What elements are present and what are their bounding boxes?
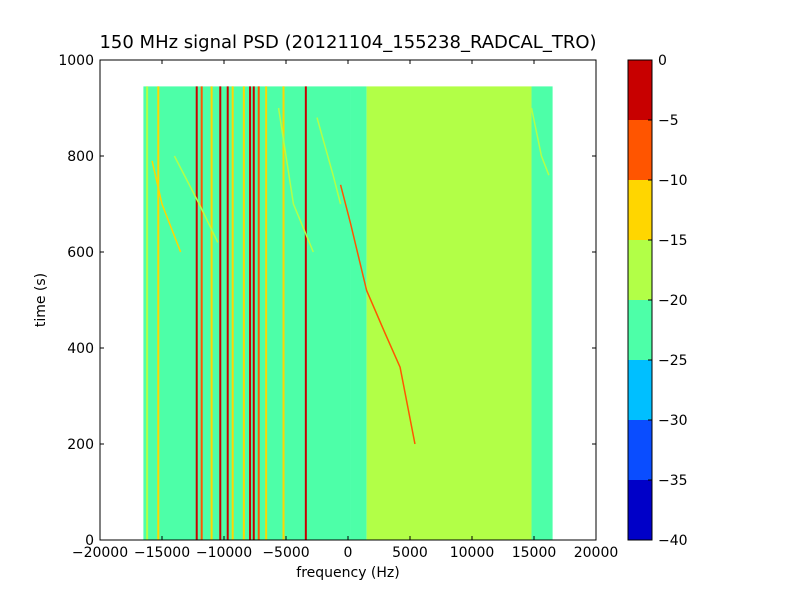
- colorbar-level: [628, 180, 652, 240]
- colorbar-level: [628, 60, 652, 120]
- y-tick-label: 200: [67, 437, 94, 453]
- chart-title: 150 MHz signal PSD (20121104_155238_RADC…: [99, 32, 596, 53]
- colorbar-tick-label: −15: [658, 233, 688, 249]
- x-tick-label: −10000: [196, 545, 252, 561]
- drifting-trace: [173, 155, 219, 243]
- drifting-trace: [530, 107, 550, 176]
- x-tick-label: 20000: [574, 545, 619, 561]
- x-tick-label: 5000: [392, 545, 428, 561]
- y-tick-label: 800: [67, 149, 94, 165]
- x-tick-label: −5000: [262, 545, 309, 561]
- colorbar-tick-label: −30: [658, 413, 688, 429]
- colorbar-level: [628, 480, 652, 540]
- drifting-trace: [316, 117, 342, 205]
- plot-area: −20000 −15000 −10000 −5000 0 5000 10000 15000 20…: [58, 53, 618, 561]
- y-tick-label: 0: [85, 533, 94, 549]
- heatmap-region-noise-floor-negative: [143, 86, 351, 541]
- colorbar-tick-label: −10: [658, 173, 688, 189]
- colorbar-tick-label: −35: [658, 473, 688, 489]
- y-tick-label: 400: [67, 341, 94, 357]
- x-tick-label: 15000: [512, 545, 557, 561]
- x-axis-label: frequency (Hz): [296, 565, 399, 581]
- colorbar-level: [628, 420, 652, 480]
- colorbar-tick-label: 0: [658, 53, 667, 69]
- drifting-trace: [339, 184, 416, 445]
- drifting-trace: [151, 160, 182, 253]
- colorbar-tick-label: −20: [658, 293, 688, 309]
- y-axis-label: time (s): [33, 273, 49, 327]
- heatmap-region-edge-positive: [531, 86, 553, 541]
- colorbar-tick-label: −25: [658, 353, 688, 369]
- colorbar-levels: [628, 60, 652, 540]
- y-tick-label: 600: [67, 245, 94, 261]
- colorbar-level: [628, 240, 652, 300]
- colorbar-level: [628, 120, 652, 180]
- x-axis-ticks: −20000 −15000 −10000 −5000 0 5000 10000 15000 20…: [72, 60, 618, 561]
- y-axis-ticks: 0 200 400 600 800 1000: [58, 53, 596, 549]
- colorbar-level: [628, 300, 652, 360]
- heatmap-region-transition: [350, 86, 367, 541]
- x-tick-label: 10000: [450, 545, 495, 561]
- colorbar-tick-label: −5: [658, 113, 679, 129]
- x-tick-label: −15000: [134, 545, 190, 561]
- x-tick-label: 0: [344, 545, 353, 561]
- drifting-trace: [277, 107, 314, 253]
- colorbar: 0 −5 −10 −15 −20 −25 −30 −35 −40: [627, 53, 688, 549]
- heatmap: [143, 86, 553, 541]
- colorbar-tick-label: −40: [658, 533, 688, 549]
- x-tick-label: −20000: [72, 545, 128, 561]
- colorbar-ticks: 0 −5 −10 −15 −20 −25 −30 −35 −40: [648, 53, 688, 549]
- y-tick-label: 1000: [58, 53, 94, 69]
- colorbar-level: [628, 360, 652, 420]
- heatmap-region-noise-floor-positive: [366, 86, 532, 541]
